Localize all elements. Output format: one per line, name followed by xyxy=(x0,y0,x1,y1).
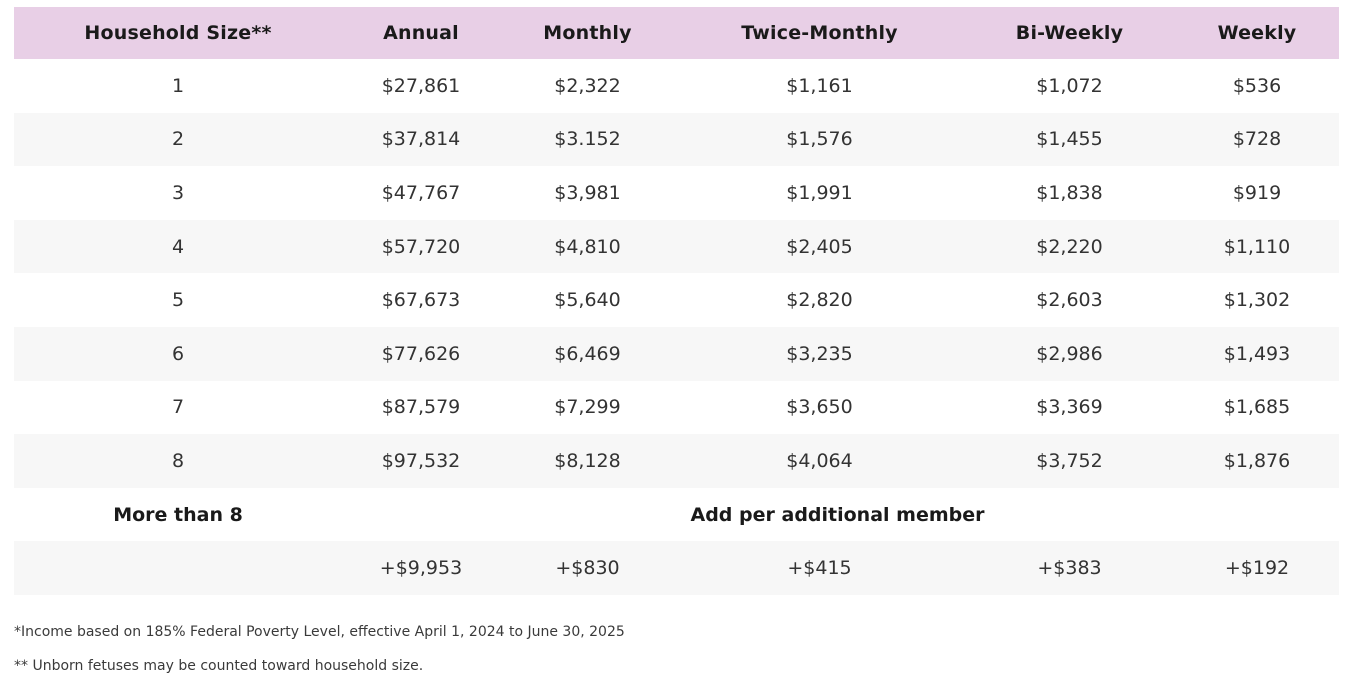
cell-twice-monthly: $1,161 xyxy=(786,74,853,97)
income-guidelines-table: Household Size** Annual Monthly Twice-Mo… xyxy=(14,7,1339,595)
cell-annual: $27,861 xyxy=(381,74,461,97)
cell-bi-weekly: $1,838 xyxy=(1036,181,1103,204)
cell-weekly: $728 xyxy=(1232,128,1282,151)
cell-bi-weekly: $1,455 xyxy=(1036,128,1103,151)
cell-household-size: 3 xyxy=(171,181,185,204)
cell-twice-monthly: $3,235 xyxy=(786,342,853,365)
income-guidelines-table-wrapper: Household Size** Annual Monthly Twice-Mo… xyxy=(14,7,1339,595)
cell-household-size: 6 xyxy=(171,342,185,365)
cell-weekly: $536 xyxy=(1232,74,1282,97)
cell-weekly: $1,302 xyxy=(1223,289,1291,312)
cell-annual: $97,532 xyxy=(381,449,461,472)
table-header: Household Size** Annual Monthly Twice-Mo… xyxy=(14,7,1339,59)
cell-bi-weekly: $2,603 xyxy=(1036,289,1103,312)
cell-monthly: $7,299 xyxy=(554,396,621,419)
header-household-size: Household Size** xyxy=(84,22,272,44)
cell-annual: $77,626 xyxy=(381,342,461,365)
cell-twice-monthly: $3,650 xyxy=(786,396,853,419)
cell-twice-monthly: $2,405 xyxy=(786,235,853,258)
cell-annual-additional: +$9,953 xyxy=(379,557,463,580)
cell-weekly: $1,110 xyxy=(1223,235,1291,258)
fetus-footnote: ** Unborn fetuses may be counted toward … xyxy=(14,658,424,674)
table-row: 2 $37,814 $3.152 $1,576 $1,455 $728 xyxy=(14,112,1339,167)
table-row: 4 $57,720 $4,810 $2,405 $2,220 $1,110 xyxy=(14,219,1339,274)
cell-annual: $47,767 xyxy=(381,181,461,204)
cell-household-size: 1 xyxy=(171,74,185,97)
table-row: 6 $77,626 $6,469 $3,235 $2,986 $1,493 xyxy=(14,326,1339,381)
empty-cell xyxy=(342,488,500,542)
cell-household-size: 5 xyxy=(171,289,185,312)
cell-weekly: $1,685 xyxy=(1223,396,1291,419)
more-than-eight-row: More than 8 Add per additional member xyxy=(14,488,1339,542)
cell-monthly: $2,322 xyxy=(554,74,621,97)
header-weekly: Weekly xyxy=(1217,22,1297,44)
cell-annual: $37,814 xyxy=(381,128,461,151)
more-than-eight-label: More than 8 xyxy=(113,503,243,526)
table-row: 5 $67,673 $5,640 $2,820 $2,603 $1,302 xyxy=(14,273,1339,327)
cell-twice-monthly-additional: +$415 xyxy=(787,557,852,580)
add-per-member-label: Add per additional member xyxy=(690,503,985,526)
cell-household-size: 8 xyxy=(171,449,185,472)
cell-monthly: $3.152 xyxy=(554,128,621,151)
cell-twice-monthly: $1,576 xyxy=(786,128,853,151)
cell-bi-weekly: $3,752 xyxy=(1036,449,1103,472)
cell-twice-monthly: $2,820 xyxy=(786,289,853,312)
cell-weekly-additional: +$192 xyxy=(1224,557,1290,580)
cell-bi-weekly: $1,072 xyxy=(1036,74,1103,97)
cell-monthly: $6,469 xyxy=(554,342,621,365)
header-row: Household Size** Annual Monthly Twice-Mo… xyxy=(14,7,1339,59)
cell-monthly-additional: +$830 xyxy=(555,557,620,580)
table-row: 3 $47,767 $3,981 $1,991 $1,838 $919 xyxy=(14,166,1339,220)
header-annual: Annual xyxy=(383,22,459,44)
cell-household-size: 2 xyxy=(171,128,185,151)
cell-bi-weekly: $2,986 xyxy=(1036,342,1103,365)
table-body: 1 $27,861 $2,322 $1,161 $1,072 $536 2 $3… xyxy=(14,59,1339,595)
cell-annual: $87,579 xyxy=(381,396,461,419)
cell-household-size: 4 xyxy=(171,235,185,258)
header-monthly: Monthly xyxy=(543,22,632,44)
additional-member-row: +$9,953 +$830 +$415 +$383 +$192 xyxy=(14,541,1339,595)
cell-household-size: 7 xyxy=(171,396,185,419)
cell-twice-monthly: $1,991 xyxy=(786,181,853,204)
cell-monthly: $3,981 xyxy=(554,181,621,204)
table-row: 8 $97,532 $8,128 $4,064 $3,752 $1,876 xyxy=(14,434,1339,488)
cell-annual: $57,720 xyxy=(381,235,461,258)
cell-monthly: $8,128 xyxy=(554,449,621,472)
empty-cell xyxy=(14,541,342,595)
cell-weekly: $1,493 xyxy=(1223,342,1291,365)
cell-weekly: $919 xyxy=(1232,181,1282,204)
cell-bi-weekly: $3,369 xyxy=(1036,396,1103,419)
income-footnote: *Income based on 185% Federal Poverty Le… xyxy=(14,624,625,640)
table-row: 7 $87,579 $7,299 $3,650 $3,369 $1,685 xyxy=(14,381,1339,435)
header-twice-monthly: Twice-Monthly xyxy=(741,22,898,44)
cell-bi-weekly: $2,220 xyxy=(1036,235,1103,258)
cell-twice-monthly: $4,064 xyxy=(786,449,853,472)
header-bi-weekly: Bi-Weekly xyxy=(1015,22,1124,44)
cell-monthly: $4,810 xyxy=(554,235,621,258)
cell-monthly: $5,640 xyxy=(554,289,621,312)
cell-weekly: $1,876 xyxy=(1223,449,1291,472)
cell-annual: $67,673 xyxy=(381,289,461,312)
empty-cell xyxy=(1175,488,1339,542)
cell-bi-weekly-additional: +$383 xyxy=(1037,557,1102,580)
table-row: 1 $27,861 $2,322 $1,161 $1,072 $536 xyxy=(14,59,1339,113)
footnotes: *Income based on 185% Federal Poverty Le… xyxy=(14,622,625,676)
